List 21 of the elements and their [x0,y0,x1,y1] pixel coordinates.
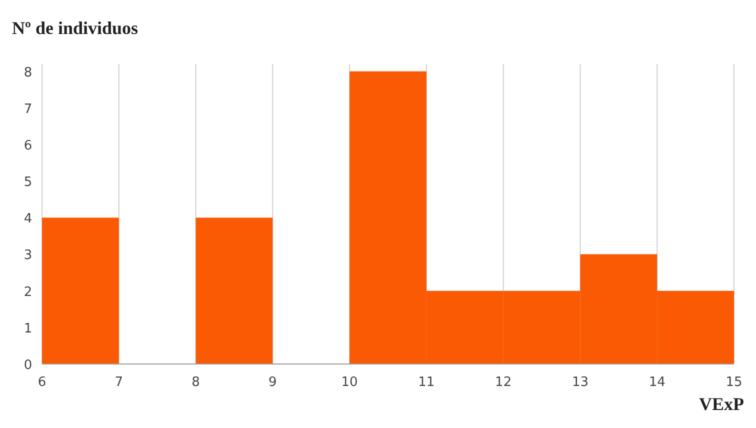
x-tick-label: 11 [418,375,435,390]
y-tick-label: 2 [24,284,32,300]
y-tick-label: 6 [24,138,32,154]
x-tick-label: 12 [495,375,512,390]
y-tick-label: 1 [24,321,32,336]
y-axis-title: Nº de individuos [12,18,138,38]
y-tick-label: 5 [24,175,32,190]
x-axis-title: VExP [699,394,744,414]
y-tick-label: 8 [24,65,32,80]
y-tick-label: 3 [24,248,32,264]
x-tick-label: 10 [341,375,358,390]
y-tick-label: 4 [24,212,32,227]
x-tick-label: 9 [268,375,277,390]
x-tick-label: 6 [38,375,46,390]
y-tick-label: 7 [24,102,32,117]
x-tick-label: 14 [648,375,666,390]
x-tick-label: 7 [114,375,124,390]
y-tick-label: 0 [24,358,32,373]
x-tick-label: 8 [192,375,200,390]
x-tick-label: 15 [726,375,742,390]
x-tick-label: 13 [572,375,588,390]
